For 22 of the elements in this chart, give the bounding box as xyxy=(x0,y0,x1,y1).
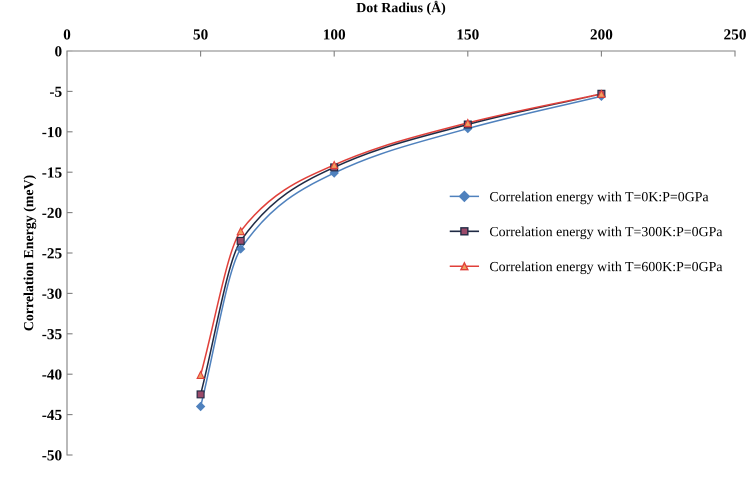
y-axis-title: Correlation Energy (meV) xyxy=(24,175,36,330)
x-tick-label: 0 xyxy=(64,29,70,40)
x-tick-label: 200 xyxy=(590,29,612,40)
y-tick-label: -45 xyxy=(42,410,62,420)
legend-label: Correlation energy with T=600K:P=0GPa xyxy=(490,261,722,274)
x-axis-title: Dot Radius (Å) xyxy=(356,0,446,16)
y-tick-label: -25 xyxy=(42,248,62,258)
y-tick-label: 0 xyxy=(55,46,62,56)
y-tick-label: -35 xyxy=(42,328,62,340)
x-tick-label: 100 xyxy=(324,29,346,40)
legend-label: Correlation energy with T=300K:P=0GPa xyxy=(490,226,722,240)
x-tick-label: 250 xyxy=(724,29,746,40)
y-tick-label: -5 xyxy=(50,86,62,97)
y-tick-label: -40 xyxy=(42,369,62,380)
x-tick-label: 50 xyxy=(194,29,208,40)
x-tick-label: 150 xyxy=(458,29,479,40)
y-tick-label: -30 xyxy=(42,288,62,299)
y-tick-label: -10 xyxy=(42,126,62,138)
y-tick-label: -20 xyxy=(42,208,62,218)
y-tick-label: -15 xyxy=(42,167,62,178)
legend-label: Correlation energy with T=0K:P=0GPa xyxy=(490,192,708,204)
y-tick-label: -50 xyxy=(42,450,62,460)
